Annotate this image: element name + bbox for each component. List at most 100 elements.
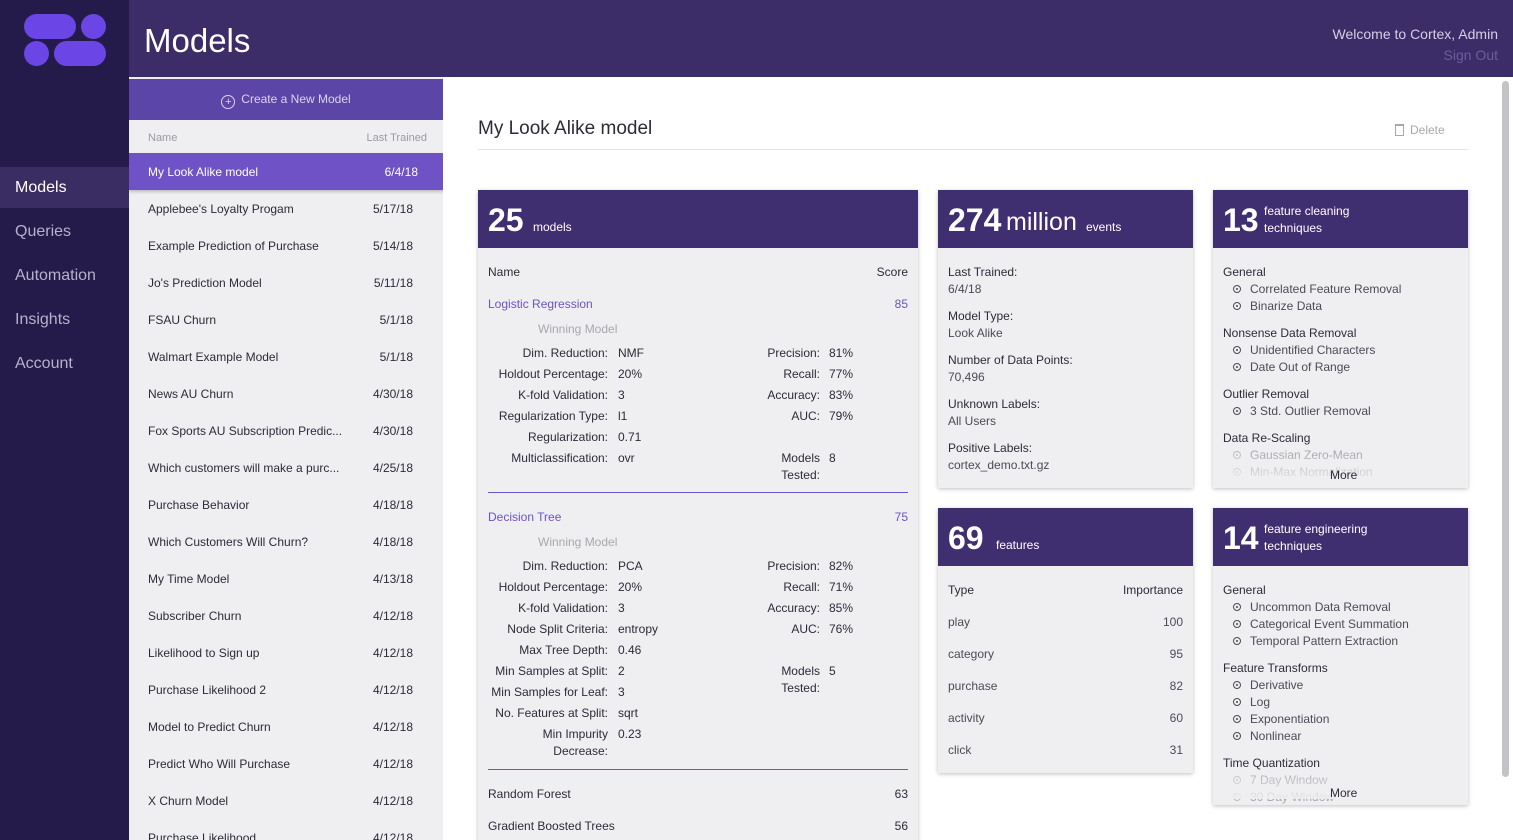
list-header: Name Last Trained bbox=[148, 132, 427, 144]
model-list-row[interactable]: Fox Sports AU Subscription Predic... 4/30… bbox=[129, 412, 443, 449]
engineering-card-header: 14 feature engineering techniques bbox=[1213, 508, 1468, 566]
technique-item: Categorical Event Summation bbox=[1250, 617, 1409, 631]
model-list-row[interactable]: Applebee's Loyalty Progam 5/17/18 bbox=[129, 190, 443, 227]
bullet-icon bbox=[1233, 681, 1241, 689]
metric-label: AUC: bbox=[791, 409, 820, 423]
model-list-row[interactable]: Which Customers Will Churn? 4/18/18 bbox=[129, 523, 443, 560]
more-link[interactable]: More bbox=[1330, 468, 1358, 482]
model-list-date: 4/18/18 bbox=[372, 498, 413, 512]
field-value: 70,496 bbox=[948, 370, 985, 384]
param-label: Min Impurity bbox=[542, 727, 608, 741]
model-list-row[interactable]: Walmart Example Model 5/1/18 bbox=[129, 338, 443, 375]
metric-label: AUC: bbox=[791, 622, 820, 636]
model-list-row[interactable]: Which customers will make a purc... 4/25/… bbox=[129, 449, 443, 486]
cleaning-card: 13 feature cleaning techniques General Co… bbox=[1213, 190, 1468, 488]
bullet-icon bbox=[1233, 715, 1241, 723]
cleaning-unit-line-2: techniques bbox=[1264, 221, 1323, 235]
model-list-row[interactable]: Likelihood to Sign up 4/12/18 bbox=[129, 634, 443, 671]
metric-value: 85% bbox=[829, 601, 854, 615]
models-tested-value: 5 bbox=[829, 664, 836, 678]
param-label: Min Samples at Split: bbox=[495, 664, 608, 678]
model-name-random-forest[interactable]: Random Forest bbox=[488, 787, 571, 801]
param-label: Min Samples for Leaf: bbox=[491, 685, 608, 699]
create-new-model-label: Create a New Model bbox=[241, 92, 351, 106]
bullet-icon bbox=[1233, 407, 1241, 415]
engineering-count: 14 bbox=[1223, 520, 1259, 556]
more-link[interactable]: More bbox=[1330, 786, 1358, 800]
model-list-row[interactable]: Example Prediction of Purchase 5/14/18 bbox=[129, 227, 443, 264]
model-list-row[interactable]: Model to Predict Churn 4/12/18 bbox=[129, 708, 443, 745]
metric-value: 83% bbox=[829, 388, 854, 402]
title-divider bbox=[478, 149, 1468, 150]
feature-type: category bbox=[948, 647, 995, 661]
column-header-name[interactable]: Name bbox=[148, 132, 178, 144]
model-list-row[interactable]: Purchase Likelihood 4/12/18 bbox=[129, 819, 443, 840]
sign-out-link[interactable]: Sign Out bbox=[1443, 47, 1498, 63]
param-label: Holdout Percentage: bbox=[498, 367, 608, 381]
nav-item-insights[interactable]: Insights bbox=[15, 311, 71, 328]
model-list-name: Example Prediction of Purchase bbox=[148, 239, 319, 253]
model-score-gradient-boosted-trees: 56 bbox=[894, 819, 908, 833]
column-header-last-trained[interactable]: Last Trained bbox=[366, 132, 427, 144]
model-list-row[interactable]: Predict Who Will Purchase 4/12/18 bbox=[129, 745, 443, 782]
model-name-decision-tree[interactable]: Decision Tree bbox=[488, 510, 562, 524]
model-list-row[interactable]: Purchase Likelihood 2 4/12/18 bbox=[129, 671, 443, 708]
param-value: PCA bbox=[618, 559, 643, 573]
cortex-logo-icon[interactable] bbox=[24, 14, 106, 66]
column-header-type: Type bbox=[948, 583, 975, 597]
field-label: Model Type: bbox=[948, 309, 1014, 323]
nav-item-automation[interactable]: Automation bbox=[15, 267, 96, 284]
model-list-row[interactable]: News AU Churn 4/30/18 bbox=[129, 375, 443, 412]
nav-item-queries[interactable]: Queries bbox=[15, 223, 72, 240]
model-list-name: Subscriber Churn bbox=[148, 609, 242, 623]
nav-item-models[interactable]: Models bbox=[0, 167, 133, 208]
model-list-name: Which customers will make a purc... bbox=[148, 461, 340, 475]
metric-value: 71% bbox=[829, 580, 854, 594]
model-list-row[interactable]: Subscriber Churn 4/12/18 bbox=[129, 597, 443, 634]
cleaning-card-header: 13 feature cleaning techniques bbox=[1213, 190, 1468, 248]
model-list-date: 4/30/18 bbox=[372, 387, 413, 401]
bullet-icon bbox=[1233, 732, 1241, 740]
model-list-row[interactable]: X Churn Model 4/12/18 bbox=[129, 782, 443, 819]
param-label: Max Tree Depth: bbox=[519, 643, 608, 657]
scrollbar[interactable] bbox=[1502, 81, 1509, 777]
model-list-name: Applebee's Loyalty Progam bbox=[148, 202, 294, 216]
field-value: All Users bbox=[948, 414, 997, 428]
model-list-date: 5/14/18 bbox=[372, 239, 413, 253]
top-header: Models Welcome to Cortex, Admin Sign Out bbox=[129, 0, 1513, 77]
create-new-model-button[interactable]: + Create a New Model bbox=[129, 79, 443, 120]
feature-type: activity bbox=[948, 711, 985, 725]
param-label: No. Features at Split: bbox=[495, 706, 608, 720]
delete-button[interactable]: Delete bbox=[1395, 123, 1445, 137]
model-name-gradient-boosted-trees[interactable]: Gradient Boosted Trees bbox=[488, 819, 615, 833]
plus-circle-icon: + bbox=[221, 95, 236, 109]
model-list-name: Model to Predict Churn bbox=[148, 720, 271, 734]
model-list-date: 6/4/18 bbox=[384, 165, 418, 179]
model-list-row[interactable]: Jo's Prediction Model 5/11/18 bbox=[129, 264, 443, 301]
features-card-header: 69 features bbox=[938, 508, 1193, 566]
column-header-importance: Importance bbox=[1122, 583, 1183, 597]
model-list-row[interactable]: FSAU Churn 5/1/18 bbox=[129, 301, 443, 338]
nav-item-account[interactable]: Account bbox=[15, 355, 73, 372]
metric-label: Precision: bbox=[767, 346, 820, 360]
param-label: K-fold Validation: bbox=[518, 388, 608, 402]
technique-group-title: General bbox=[1223, 583, 1266, 597]
param-label: Dim. Reduction: bbox=[522, 346, 608, 360]
model-detail: My Look Alike model Delete 25 models Nam… bbox=[443, 77, 1513, 840]
technique-group-title: Outlier Removal bbox=[1223, 387, 1310, 401]
model-list-row[interactable]: My Look Alike model 6/4/18 bbox=[129, 153, 443, 190]
column-header-name: Name bbox=[488, 265, 521, 279]
metric-value: 81% bbox=[829, 346, 854, 360]
metric-label: Precision: bbox=[767, 559, 820, 573]
model-name-logistic-regression[interactable]: Logistic Regression bbox=[488, 297, 593, 311]
model-list-row[interactable]: My Time Model 4/13/18 bbox=[129, 560, 443, 597]
cleaning-count: 13 bbox=[1223, 202, 1259, 238]
model-list-date: 4/12/18 bbox=[372, 720, 413, 734]
feature-type: purchase bbox=[948, 679, 998, 693]
model-list-row[interactable]: Purchase Behavior 4/18/18 bbox=[129, 486, 443, 523]
events-count-unit: million bbox=[1006, 208, 1077, 236]
feature-importance: 31 bbox=[1169, 743, 1183, 757]
param-label: Regularization Type: bbox=[498, 409, 608, 423]
param-value: 2 bbox=[618, 664, 625, 678]
model-list-date: 4/12/18 bbox=[372, 831, 413, 840]
